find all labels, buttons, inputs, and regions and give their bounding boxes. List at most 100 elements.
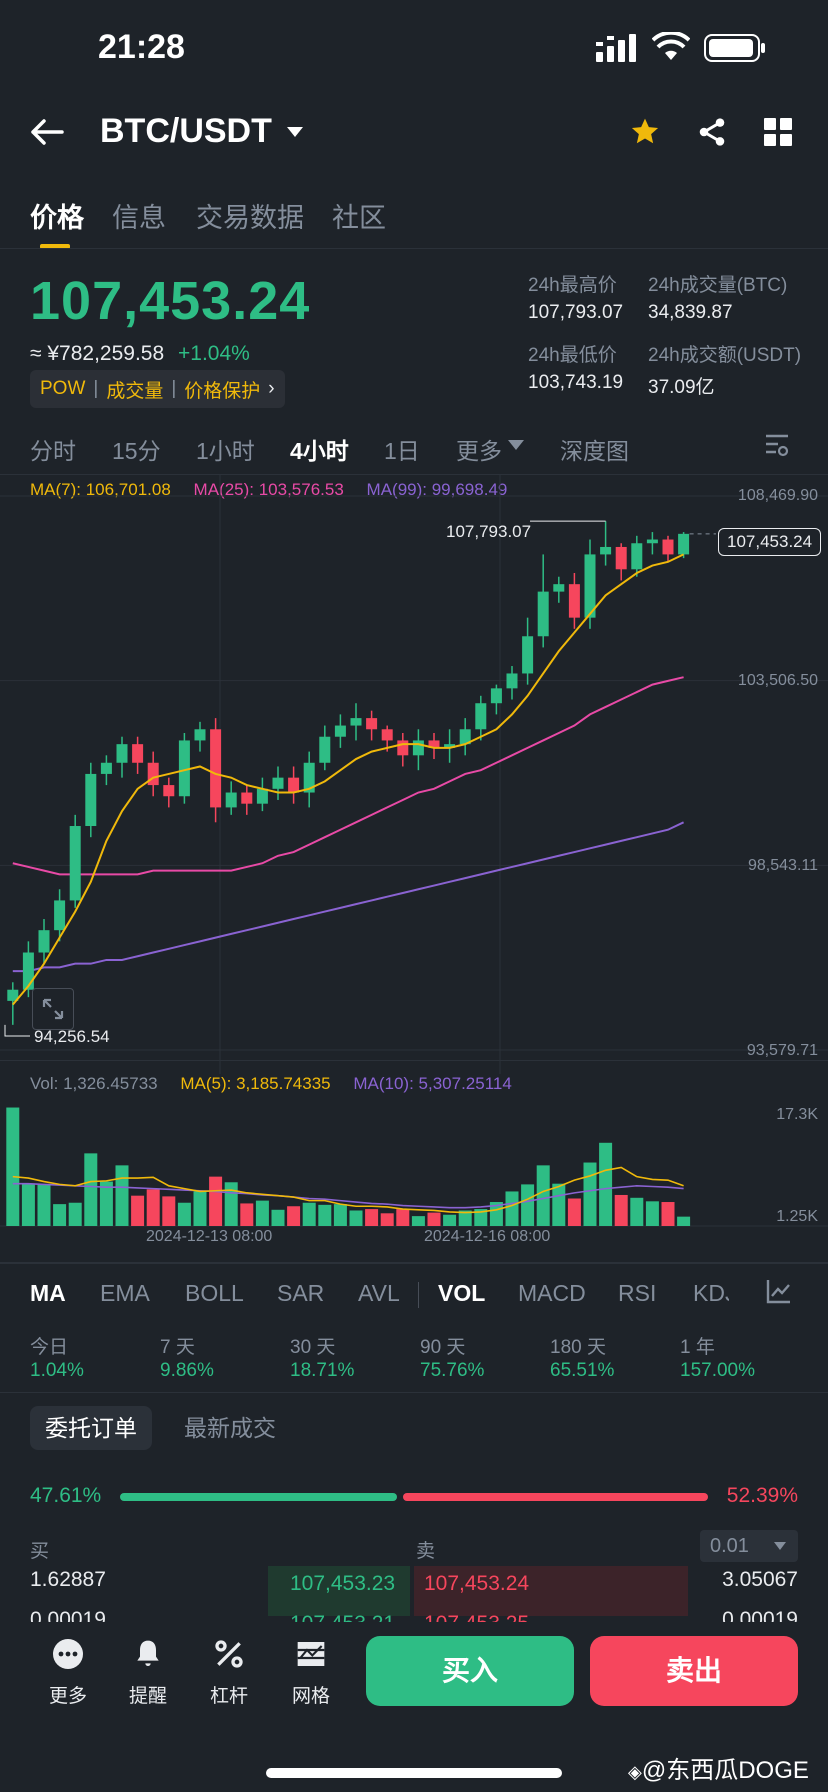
price-cny-row: ≈ ¥782,259.58 +1.04% bbox=[30, 342, 250, 366]
ind-sar[interactable]: SAR bbox=[277, 1280, 325, 1306]
nav-alert[interactable]: 提醒 bbox=[118, 1638, 178, 1708]
candle-body bbox=[256, 788, 268, 804]
last-price-tag[interactable]: 107,453.24 bbox=[718, 528, 822, 556]
bid-depth-bar bbox=[268, 1566, 410, 1616]
stat-low: 103,743.19 bbox=[528, 372, 624, 393]
stat-vol-btc-label: 24h成交量(BTC) bbox=[648, 275, 788, 296]
indicator-separator bbox=[418, 1282, 419, 1308]
volume-bar bbox=[255, 1200, 269, 1226]
volume-bar bbox=[677, 1216, 691, 1226]
stat-high: 107,793.07 bbox=[528, 302, 624, 323]
chart-settings-icon[interactable] bbox=[764, 432, 790, 458]
status-bar: 21:28 bbox=[0, 0, 828, 100]
tf-1h[interactable]: 1小时 bbox=[196, 438, 255, 464]
sell-button[interactable]: 卖出 bbox=[590, 1636, 798, 1706]
back-arrow-icon[interactable] bbox=[30, 118, 64, 146]
volume-bar bbox=[630, 1197, 644, 1226]
buy-ratio-bar bbox=[120, 1493, 397, 1501]
tf-depth[interactable]: 深度图 bbox=[560, 438, 629, 464]
buy-button[interactable]: 买入 bbox=[366, 1636, 574, 1706]
tab-info[interactable]: 信息 bbox=[112, 203, 166, 233]
tab-community[interactable]: 社区 bbox=[332, 203, 386, 233]
share-icon[interactable] bbox=[696, 116, 728, 148]
tab-order-book[interactable]: 委托订单 bbox=[30, 1406, 152, 1450]
candle-body bbox=[584, 554, 596, 618]
y-axis-label: 103,506.50 bbox=[737, 672, 818, 689]
volume-bar bbox=[177, 1202, 191, 1226]
candle-body bbox=[600, 546, 612, 555]
tab-trading-data[interactable]: 交易数据 bbox=[196, 203, 304, 233]
expand-icon bbox=[42, 998, 64, 1020]
fullscreen-button[interactable] bbox=[32, 988, 74, 1030]
ind-macd[interactable]: MACD bbox=[518, 1280, 586, 1306]
candle-body bbox=[22, 952, 34, 990]
low-marker: 94,256.54 bbox=[34, 1027, 110, 1046]
perf-value: 65.51% bbox=[550, 1360, 615, 1381]
ind-boll[interactable]: BOLL bbox=[185, 1280, 244, 1306]
star-icon[interactable] bbox=[628, 116, 662, 148]
ind-kdj[interactable]: KDJ bbox=[693, 1280, 729, 1306]
candle-body bbox=[69, 826, 81, 901]
price-tags[interactable]: POW | 成交量 | 价格保护 › bbox=[30, 370, 285, 408]
candle-body bbox=[225, 792, 237, 808]
x-axis-label: 2024-12-13 08:00 bbox=[146, 1228, 273, 1245]
pair-title[interactable]: BTC/USDT bbox=[100, 112, 272, 150]
volume-chart[interactable] bbox=[0, 1100, 828, 1230]
sell-ratio: 52.39% bbox=[726, 1484, 798, 1507]
bid-price[interactable]: 107,453.23 bbox=[290, 1572, 396, 1595]
candle-body bbox=[522, 636, 534, 674]
perf-label: 1 年 bbox=[680, 1337, 715, 1358]
tab-price[interactable]: 价格 bbox=[30, 203, 84, 233]
volume-bar bbox=[6, 1107, 20, 1226]
nav-more[interactable]: 更多 bbox=[38, 1638, 98, 1708]
ind-ma[interactable]: MA bbox=[30, 1280, 66, 1306]
x-axis-label: 2024-12-16 08:00 bbox=[424, 1228, 551, 1245]
nav-grid[interactable]: 网格 bbox=[281, 1638, 341, 1708]
signal-icon bbox=[596, 34, 636, 62]
indicator-settings-icon[interactable] bbox=[766, 1278, 792, 1304]
ask-qty[interactable]: 3.05067 bbox=[722, 1568, 798, 1591]
grid-menu-icon[interactable] bbox=[764, 118, 792, 146]
perf-value: 18.71% bbox=[290, 1360, 355, 1381]
volume-bar bbox=[21, 1183, 35, 1226]
tf-line[interactable]: 分时 bbox=[30, 438, 76, 464]
stat-vol-btc: 34,839.87 bbox=[648, 302, 733, 323]
nav-label: 网格 bbox=[291, 1686, 330, 1707]
ask-price[interactable]: 107,453.24 bbox=[424, 1572, 530, 1595]
divider bbox=[0, 1060, 828, 1061]
ask-price[interactable]: 107,453.25 bbox=[424, 1612, 529, 1622]
ind-vol[interactable]: VOL bbox=[438, 1280, 486, 1306]
bid-price[interactable]: 107,453.21 bbox=[290, 1612, 395, 1622]
bid-qty[interactable]: 0.00019 bbox=[30, 1608, 106, 1622]
tag-separator: | bbox=[93, 378, 99, 399]
nav-margin[interactable]: 杠杆 bbox=[199, 1638, 259, 1708]
ind-ema[interactable]: EMA bbox=[100, 1280, 150, 1306]
volume-bar bbox=[99, 1181, 113, 1226]
tf-1d[interactable]: 1日 bbox=[384, 438, 420, 464]
status-time: 21:28 bbox=[98, 28, 185, 66]
caret-down-icon[interactable] bbox=[286, 126, 304, 138]
candle-body bbox=[412, 740, 424, 756]
candlestick-chart[interactable] bbox=[0, 474, 828, 1074]
candle-body bbox=[38, 930, 50, 953]
volume-bar bbox=[84, 1153, 98, 1226]
tag-pow: POW bbox=[40, 378, 86, 399]
high-marker: 107,793.07 bbox=[446, 522, 532, 541]
ind-avl[interactable]: AVL bbox=[358, 1280, 400, 1306]
tf-more[interactable]: 更多 bbox=[456, 438, 502, 464]
candle-body bbox=[615, 546, 627, 570]
watermark-logo-icon: ◈ bbox=[628, 1762, 642, 1782]
precision-select[interactable]: 0.01 bbox=[700, 1530, 798, 1562]
ask-qty[interactable]: 0.00019 bbox=[722, 1608, 798, 1622]
tf-4h[interactable]: 4小时 bbox=[290, 438, 349, 464]
vol-ma10: MA(10): 5,307.25114 bbox=[353, 1074, 512, 1093]
volume-bar bbox=[567, 1198, 581, 1226]
stat-high-label: 24h最高价 bbox=[528, 275, 617, 296]
candle-body bbox=[210, 729, 222, 808]
volume-bar bbox=[68, 1202, 82, 1226]
bid-qty[interactable]: 1.62887 bbox=[30, 1568, 106, 1591]
tf-15m[interactable]: 15分 bbox=[112, 438, 161, 464]
tab-latest-trades[interactable]: 最新成交 bbox=[184, 1415, 276, 1441]
ind-rsi[interactable]: RSI bbox=[618, 1280, 657, 1306]
chevron-right-icon: › bbox=[268, 378, 275, 399]
